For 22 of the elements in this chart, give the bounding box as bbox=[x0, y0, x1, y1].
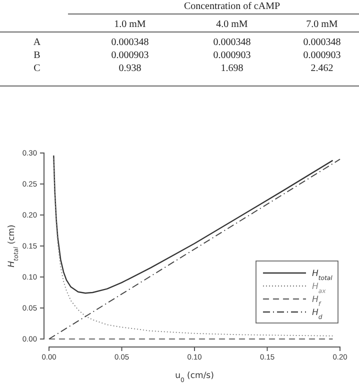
text: 0.000348 bbox=[213, 37, 251, 48]
category-label: 7.0 mM bbox=[306, 19, 338, 30]
text: 0.000348 bbox=[111, 37, 149, 48]
category-label: A bbox=[33, 37, 41, 48]
text: Concentration of cAMP bbox=[184, 1, 280, 12]
text: 0.000348 bbox=[303, 37, 341, 48]
text: 2.462 bbox=[310, 63, 334, 74]
x-axis-title: u$_{0}$ (cm/s) bbox=[175, 371, 214, 383]
text: H$_{d}$ bbox=[312, 308, 322, 320]
text: H$_{f}$ bbox=[312, 295, 322, 308]
text: H$_{ax}$ bbox=[312, 282, 326, 294]
category-label: C bbox=[34, 63, 40, 74]
category-label: B bbox=[34, 50, 40, 61]
text: 1.698 bbox=[220, 63, 244, 74]
line-series bbox=[53, 154, 334, 294]
text: 0.000903 bbox=[303, 50, 341, 61]
text: H$_{total}$ bbox=[312, 269, 333, 282]
category-label: 1.0 mM bbox=[114, 19, 146, 30]
text: 0.938 bbox=[118, 63, 142, 74]
text: 0.000903 bbox=[213, 50, 251, 61]
category-label: 4.0 mM bbox=[216, 19, 248, 30]
text: 0.000903 bbox=[111, 50, 149, 61]
